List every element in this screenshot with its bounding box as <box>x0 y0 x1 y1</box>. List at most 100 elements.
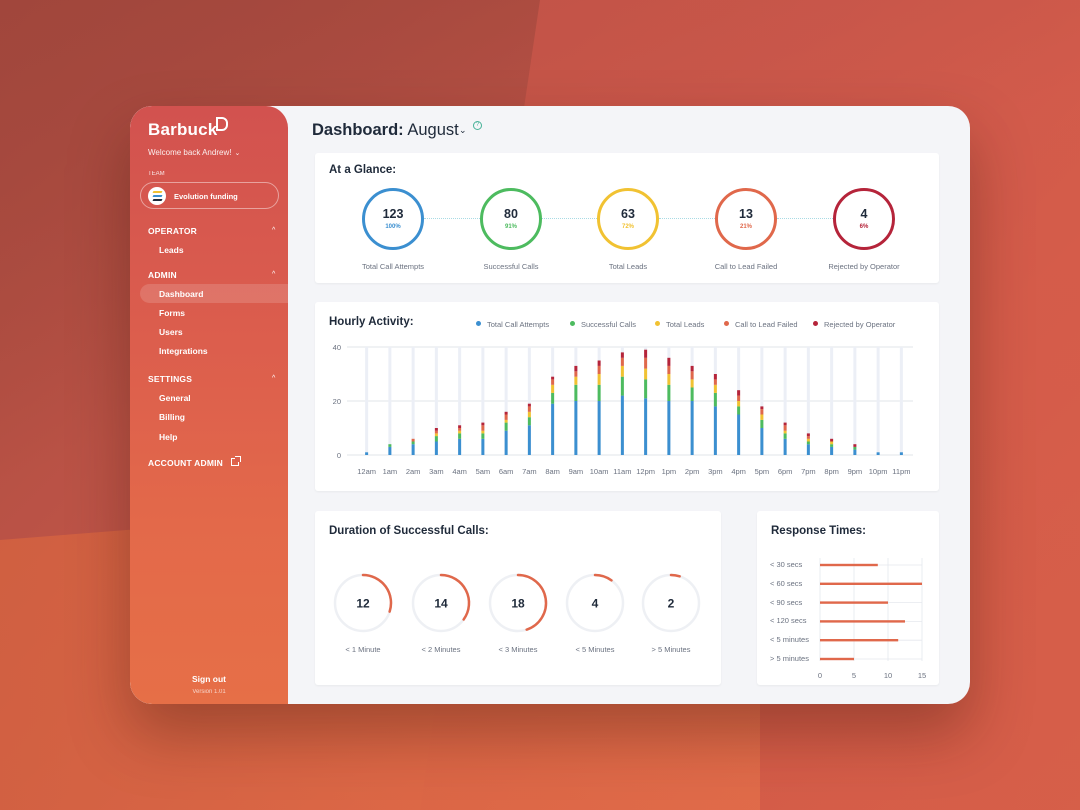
chevron-up-icon[interactable]: ^ <box>272 271 276 278</box>
bar-segment <box>690 387 694 401</box>
app-window: Barbuck Welcome back Andrew! ⌄ TEAM Evolu… <box>130 106 970 704</box>
sidebar-item-forms[interactable]: Forms <box>159 308 185 318</box>
bar-segment <box>458 428 462 431</box>
bar-segment <box>783 433 787 439</box>
sidebar-item-leads[interactable]: Leads <box>159 245 184 255</box>
legend-dot-icon <box>724 321 729 326</box>
month-selector[interactable]: August <box>407 121 459 139</box>
bar-segment <box>620 395 624 455</box>
bar-segment <box>597 384 601 401</box>
bar-segment <box>551 384 555 393</box>
sidebar-item-billing[interactable]: Billing <box>159 412 185 422</box>
x-tick-label: 9am <box>569 467 584 476</box>
donut-label: < 2 Minutes <box>421 645 461 654</box>
bar-segment <box>853 444 857 447</box>
response-category-label: < 60 secs <box>770 578 803 588</box>
bar-segment <box>876 452 880 455</box>
account-admin-link[interactable]: ACCOUNT ADMIN <box>148 458 223 468</box>
response-bar <box>820 657 854 661</box>
bar-segment <box>504 414 508 420</box>
duration-title: Duration of Successful Calls: <box>329 525 489 537</box>
page-title-prefix: Dashboard: <box>312 121 404 139</box>
team-name: Evolution funding <box>174 192 238 201</box>
metric-percent: 91% <box>504 224 517 230</box>
chevron-up-icon[interactable]: ^ <box>272 375 276 382</box>
bar-segment <box>760 414 764 420</box>
user-menu[interactable]: Welcome back Andrew! ⌄ <box>148 148 240 157</box>
legend-item[interactable]: Successful Calls <box>570 320 636 329</box>
response-bar <box>820 601 888 604</box>
bar-segment <box>667 384 671 401</box>
sign-out-button[interactable]: Sign out <box>192 674 226 684</box>
metric-label: Total Call Attempts <box>361 262 425 271</box>
x-tick-label: 6am <box>499 467 514 476</box>
bar-segment <box>574 384 578 401</box>
x-tick-label: 0 <box>817 671 823 680</box>
bar-segment <box>667 401 671 455</box>
chevron-up-icon[interactable]: ^ <box>272 227 276 234</box>
metric-ring[interactable]: 4 6% <box>833 188 895 250</box>
version-label: Version 1.01 <box>192 689 226 695</box>
app-logo[interactable]: Barbuck <box>148 120 218 139</box>
x-tick-label: 7am <box>522 467 537 476</box>
bar-segment <box>574 365 578 372</box>
bar-segment <box>551 403 555 455</box>
x-tick-label: 10pm <box>869 467 888 476</box>
metric-ring[interactable]: 13 21% <box>715 188 777 250</box>
section-admin[interactable]: ADMIN <box>148 270 177 280</box>
legend-item[interactable]: Total Call Attempts <box>476 320 549 329</box>
response-category-label: < 30 secs <box>770 560 803 569</box>
sidebar-item-users[interactable]: Users <box>159 327 183 337</box>
legend-item[interactable]: Rejected by Operator <box>813 320 895 329</box>
metric-ring[interactable]: 123 100% <box>362 188 424 250</box>
x-tick-label: 5 <box>851 671 857 680</box>
duration-chart: 12 14 18 4 2 <box>333 573 701 633</box>
metric-value: 123 <box>382 207 404 221</box>
metric-value: 4 <box>860 207 868 221</box>
hourly-chart: 0 20 40 12am 1am 2am 3am 4am 5am 6am 7am 8am 9am 10am… <box>333 343 913 476</box>
bar-segment <box>481 425 485 431</box>
external-link-icon[interactable] <box>231 456 241 466</box>
bar-segment <box>644 398 648 455</box>
bar-segment <box>620 357 624 366</box>
bar-segment <box>806 436 810 439</box>
x-tick-label: 11pm <box>892 467 910 476</box>
sidebar-item-help[interactable]: Help <box>159 432 178 442</box>
metric-percent: 6% <box>859 224 869 230</box>
metric-ring[interactable]: 80 91% <box>480 188 542 250</box>
response-card: Response Times: 0 5 10 15 < 30 secs < 60 secs… <box>757 511 939 685</box>
active-nav-highlight <box>140 284 288 303</box>
section-operator[interactable]: OPERATOR <box>148 226 197 236</box>
x-tick-label: 4am <box>452 467 467 476</box>
bar-segment <box>620 376 624 396</box>
x-tick-label: 12pm <box>636 467 655 476</box>
bar-segment <box>504 430 508 455</box>
section-settings[interactable]: SETTINGS <box>148 374 193 384</box>
metric-ring[interactable]: 63 72% <box>597 188 659 250</box>
legend-item[interactable]: Total Leads <box>655 320 704 329</box>
chevron-down-icon[interactable]: ⌄ <box>459 125 467 135</box>
welcome-text: Welcome back Andrew! <box>148 148 232 157</box>
connector-dots <box>777 218 833 219</box>
bar-segment <box>667 365 671 374</box>
legend-item[interactable]: Call to Lead Failed <box>724 320 798 329</box>
x-tick-label: 9pm <box>848 467 863 476</box>
bar-segment <box>481 438 485 455</box>
help-icon[interactable]: ? <box>473 121 482 130</box>
page-title: Dashboard: August <box>312 121 459 140</box>
bar-segment <box>690 371 694 380</box>
bar-segment <box>527 403 531 407</box>
response-bar <box>820 620 905 623</box>
bar-segment <box>783 422 787 426</box>
sidebar-item-general[interactable]: General <box>159 393 191 403</box>
sidebar-item-integrations[interactable]: Integrations <box>159 346 208 356</box>
bar-segment <box>411 438 415 442</box>
team-avatar <box>148 187 166 205</box>
team-selector[interactable]: Evolution funding <box>140 182 279 209</box>
bar-segment <box>760 409 764 415</box>
bar-segment <box>830 446 834 455</box>
bar-segment <box>527 411 531 418</box>
logo-icon <box>216 117 228 131</box>
sidebar-item-dashboard[interactable]: Dashboard <box>159 289 204 299</box>
bar-segment <box>620 365 624 377</box>
